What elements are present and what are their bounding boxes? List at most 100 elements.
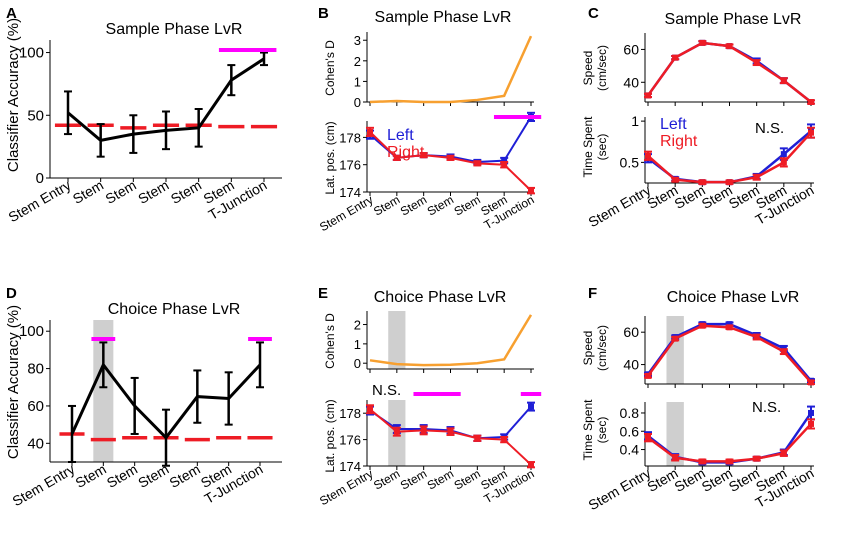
panel-e-right-point: [447, 428, 454, 435]
panel-f-speed-right-point: [753, 334, 760, 341]
panel-b-right-point: [420, 152, 427, 159]
panel-letter-c: C: [588, 5, 599, 22]
panel-b-left-point: [501, 157, 508, 164]
panel-e-top-ytick-label: 0: [354, 356, 361, 371]
panel-b-top-ytick-label: 2: [354, 54, 361, 69]
panel-b-cohens-d-line: [369, 35, 533, 104]
ylabel-c-bottom-unit: (sec): [595, 134, 609, 161]
panel-c-time-right-point: [780, 159, 787, 166]
panel-letter-e: E: [318, 285, 328, 302]
ylabel-c-top: Speed: [581, 51, 595, 86]
title-f: Choice Phase LvR: [667, 289, 800, 306]
panel-f-top-shade: [666, 316, 684, 384]
panel-f-time-left-point: [808, 409, 814, 416]
panel-c-speed-right-point: [808, 99, 814, 105]
legend-right-c: Right: [660, 133, 698, 150]
panel-e-right-point: [501, 436, 508, 443]
panel-letter-a: A: [6, 5, 17, 22]
panel-a-ytick-label: 50: [27, 107, 44, 124]
panel-a-xtick-label: Stem: [103, 177, 139, 207]
panel-a-ytick-label: 100: [19, 45, 44, 62]
legend-left-b: Left: [387, 127, 414, 144]
panel-f-time-right-point: [808, 420, 814, 427]
panel-c-speed-right-point: [645, 92, 651, 99]
panel-f-bottom-ytick-label: 0.6: [620, 423, 640, 439]
panel-c-speed-right-point: [753, 59, 760, 66]
legend-left-c: Left: [660, 116, 687, 133]
panel-c-time-right-point: [726, 179, 733, 186]
panel-e-right-point: [528, 461, 534, 468]
ylabel-a: Classifier Accuracy (%): [5, 18, 22, 172]
panel-c-time-right-point: [699, 179, 706, 186]
panel-f-speed-left-point: [726, 321, 733, 328]
ylabel-b-bottom: Lat. pos. (cm): [323, 121, 337, 194]
panel-e-top-ytick-label: 1: [354, 337, 361, 352]
panel-c-speed-right-point: [699, 39, 706, 46]
panel-e-cohens-d-line: [369, 314, 533, 367]
panel-c-speed-right-point: [726, 43, 733, 50]
title-e: Choice Phase LvR: [374, 289, 507, 306]
panel-e-right-point: [367, 406, 373, 413]
panel-e-top-shade: [388, 311, 406, 369]
panel-d-ytick-label: 60: [27, 398, 44, 415]
panel-f-time-right-point: [645, 434, 651, 441]
panel-e-right-point: [420, 427, 427, 434]
panel-f-speed-right-point: [726, 324, 733, 331]
panel-c-top-ytick-label: 40: [623, 74, 639, 90]
panel-f-time-right-point: [753, 455, 760, 462]
ylabel-f-bottom-unit: (sec): [595, 417, 609, 444]
ylabel-b-top: Cohen's D: [323, 40, 337, 96]
panel-f-time-right-point: [780, 450, 787, 457]
panel-f-time-right-point: [699, 458, 706, 465]
panel-c-speed-right-point: [780, 77, 787, 84]
ylabel-e-bottom: Lat. pos. (cm): [323, 399, 337, 472]
panel-f-bottom-shade: [666, 402, 684, 466]
panel-f-speed-right-point: [780, 348, 787, 355]
ylabel-c-top-unit: (cm/sec): [595, 45, 609, 91]
panel-a-xtick-label: Stem: [70, 177, 106, 207]
panel-d-xtick-label: Stem: [73, 461, 109, 491]
title-a: Sample Phase LvR: [106, 21, 243, 38]
panel-f-speed-right-point: [699, 322, 706, 329]
panel-d-xtick-label: Stem: [104, 461, 140, 491]
panel-b-bottom-ytick-label: 178: [339, 130, 361, 145]
panel-f-time-right-point: [726, 458, 733, 465]
panel-f-speed-right-point: [672, 335, 679, 342]
panel-e-bottom-ytick-label: 176: [339, 433, 361, 448]
panel-d-ytick-label: 40: [27, 435, 44, 452]
panel-c-time-right-point: [672, 176, 679, 183]
panel-a-xtick-label: Stem: [168, 177, 204, 207]
panel-c-time-left-point: [780, 151, 787, 158]
panel-a-xtick-label: Stem: [135, 177, 171, 207]
panel-f-speed-right-point: [645, 372, 651, 379]
title-d: Choice Phase LvR: [108, 301, 241, 318]
panel-letter-d: D: [6, 285, 17, 302]
ylabel-e-top: Cohen's D: [323, 313, 337, 369]
panel-b-bottom-ytick-label: 174: [339, 185, 361, 200]
ns-label-c: N.S.: [755, 120, 784, 137]
panel-c-bottom-ytick-label: 1: [631, 113, 639, 129]
panel-d-shade: [93, 320, 114, 462]
panel-b-right-point: [528, 187, 534, 194]
panel-c-speed-right-point: [672, 54, 679, 61]
panel-c-time-right-point: [808, 129, 814, 136]
panel-b-right-point: [447, 154, 454, 161]
panel-a-ytick-label: 0: [36, 170, 44, 187]
panel-d-ytick-label: 80: [27, 361, 44, 378]
ylabel-d: Classifier Accuracy (%): [5, 305, 22, 459]
panel-b-right-point: [474, 160, 481, 167]
panel-d-xtick-label: Stem Entry: [10, 461, 78, 509]
panel-e-bottom-ytick-label: 174: [339, 459, 361, 474]
title-b: Sample Phase LvR: [375, 9, 512, 26]
panel-b-top-ytick-label: 3: [354, 33, 361, 48]
panel-c-bottom-xtick-label: Stem Entry: [586, 182, 654, 230]
ylabel-f-top: Speed: [581, 331, 595, 366]
panel-f-speed-right-point: [808, 379, 814, 386]
panel-letter-b: B: [318, 5, 329, 22]
panel-d-ytick-label: 100: [19, 323, 44, 340]
panel-e-top-ytick-label: 2: [354, 318, 361, 333]
panel-c-time-right-point: [753, 174, 760, 181]
ns-label-e: N.S.: [372, 382, 401, 399]
panel-b-top-ytick-label: 0: [354, 95, 361, 110]
